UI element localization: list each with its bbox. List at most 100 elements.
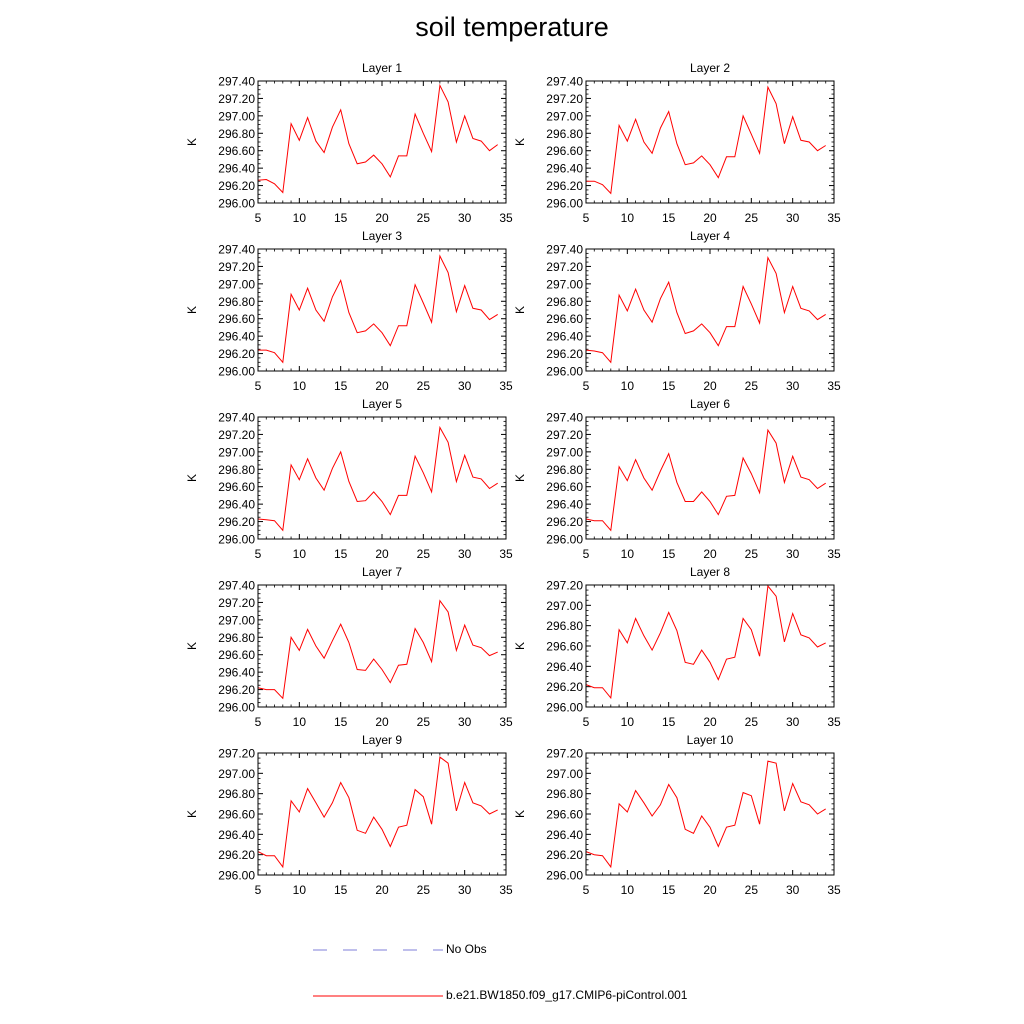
y-tick-label: 297.00 <box>546 599 583 613</box>
y-tick-label: 296.80 <box>218 463 255 477</box>
y-tick-label: 296.40 <box>546 162 583 176</box>
x-tick-label: 15 <box>334 211 348 225</box>
x-tick-label: 30 <box>458 715 472 729</box>
y-tick-label: 296.80 <box>546 787 583 801</box>
y-tick-label: 296.60 <box>546 312 583 326</box>
y-tick-label: 297.00 <box>546 445 583 459</box>
x-tick-label: 35 <box>827 547 841 561</box>
x-tick-label: 10 <box>621 211 635 225</box>
x-tick-label: 20 <box>703 211 717 225</box>
y-tick-label: 297.00 <box>218 767 255 781</box>
panel-title: Layer 10 <box>687 733 734 747</box>
x-tick-label: 15 <box>334 379 348 393</box>
y-axis-label: K <box>513 810 527 818</box>
y-tick-label: 297.20 <box>546 260 583 274</box>
y-tick-label: 296.60 <box>218 808 255 822</box>
x-tick-label: 15 <box>334 715 348 729</box>
x-tick-label: 5 <box>255 379 262 393</box>
x-tick-label: 20 <box>375 211 389 225</box>
y-axis-label: K <box>513 474 527 482</box>
plot-frame <box>585 584 835 708</box>
panel-layer-5: Layer 5 K 5 10 15 20 25 30 35 296.00 296.20 296.40 2… <box>185 397 513 561</box>
plot-frame <box>257 80 507 204</box>
x-tick-label: 15 <box>662 715 676 729</box>
panel-title: Layer 8 <box>690 565 730 579</box>
panel-layer-7: Layer 7 K 5 10 15 20 25 30 35 296.00 296.20 296.40 2… <box>185 565 513 729</box>
y-tick-label: 296.80 <box>218 127 255 141</box>
x-tick-label: 35 <box>827 379 841 393</box>
x-tick-label: 5 <box>583 715 590 729</box>
y-tick-label: 296.00 <box>546 533 583 547</box>
x-tick-label: 5 <box>583 379 590 393</box>
y-tick-label: 297.20 <box>218 747 255 761</box>
series-line-layer-3 <box>258 254 498 364</box>
y-tick-label: 296.00 <box>546 869 583 883</box>
y-tick-label: 296.00 <box>546 365 583 379</box>
y-tick-label: 296.20 <box>546 515 583 529</box>
y-tick-label: 296.40 <box>546 330 583 344</box>
y-tick-label: 296.40 <box>546 660 583 674</box>
y-tick-label: 296.20 <box>218 848 255 862</box>
x-tick-label: 35 <box>499 211 513 225</box>
y-tick-label: 296.80 <box>546 619 583 633</box>
y-tick-label: 297.40 <box>218 243 255 257</box>
x-tick-label: 15 <box>334 547 348 561</box>
y-tick-label: 297.40 <box>218 579 255 593</box>
x-tick-label: 5 <box>583 211 590 225</box>
y-tick-label: 296.00 <box>218 533 255 547</box>
y-tick-label: 297.00 <box>218 445 255 459</box>
x-tick-label: 10 <box>293 715 307 729</box>
x-tick-label: 30 <box>458 379 472 393</box>
y-tick-label: 297.40 <box>218 411 255 425</box>
x-tick-label: 30 <box>786 715 800 729</box>
y-tick-label: 296.40 <box>546 828 583 842</box>
x-tick-label: 5 <box>255 883 262 897</box>
x-tick-label: 25 <box>417 211 431 225</box>
plot-frame <box>257 584 507 708</box>
y-tick-label: 296.40 <box>218 330 255 344</box>
y-axis-label: K <box>185 306 199 314</box>
x-tick-label: 15 <box>662 883 676 897</box>
panel-layer-9: Layer 9 K 5 10 15 20 25 30 35 296.00 296.20 296.40 2… <box>185 733 513 897</box>
y-tick-label: 296.80 <box>218 631 255 645</box>
series-line-layer-10 <box>585 760 826 869</box>
panel-title: Layer 6 <box>690 397 730 411</box>
x-tick-label: 30 <box>458 883 472 897</box>
x-tick-label: 35 <box>827 211 841 225</box>
panel-layer-3: Layer 3 K 5 10 15 20 25 30 35 296.00 296.20 296.40 2… <box>185 229 513 393</box>
y-tick-label: 296.00 <box>546 197 583 211</box>
y-tick-label: 297.40 <box>546 75 583 89</box>
y-tick-label: 296.20 <box>546 179 583 193</box>
y-tick-label: 297.20 <box>218 260 255 274</box>
y-tick-label: 296.80 <box>546 463 583 477</box>
x-tick-label: 25 <box>417 547 431 561</box>
y-tick-label: 297.00 <box>218 109 255 123</box>
x-tick-label: 20 <box>703 379 717 393</box>
panel-title: Layer 2 <box>690 61 730 75</box>
y-tick-label: 296.00 <box>546 701 583 715</box>
y-tick-label: 296.40 <box>546 498 583 512</box>
y-tick-label: 296.20 <box>218 347 255 361</box>
y-axis-label: K <box>513 138 527 146</box>
y-tick-label: 297.20 <box>546 747 583 761</box>
x-tick-label: 20 <box>703 883 717 897</box>
y-tick-label: 297.00 <box>546 767 583 781</box>
x-tick-label: 35 <box>499 547 513 561</box>
x-tick-label: 25 <box>745 379 759 393</box>
x-tick-label: 30 <box>458 211 472 225</box>
y-tick-label: 296.00 <box>218 365 255 379</box>
x-tick-label: 10 <box>621 715 635 729</box>
y-tick-label: 297.00 <box>218 277 255 291</box>
y-tick-label: 296.60 <box>218 312 255 326</box>
panel-layer-1: Layer 1 K 5 10 15 20 25 30 35 296.00 296.20 296.40 2… <box>185 61 513 225</box>
x-tick-label: 10 <box>621 379 635 393</box>
y-tick-label: 296.80 <box>218 787 255 801</box>
y-tick-label: 296.20 <box>218 179 255 193</box>
y-tick-label: 296.40 <box>218 828 255 842</box>
y-tick-label: 296.20 <box>546 680 583 694</box>
x-tick-label: 35 <box>499 379 513 393</box>
x-tick-label: 35 <box>827 715 841 729</box>
y-tick-label: 296.60 <box>218 648 255 662</box>
panel-title: Layer 5 <box>362 397 402 411</box>
x-tick-label: 10 <box>621 547 635 561</box>
